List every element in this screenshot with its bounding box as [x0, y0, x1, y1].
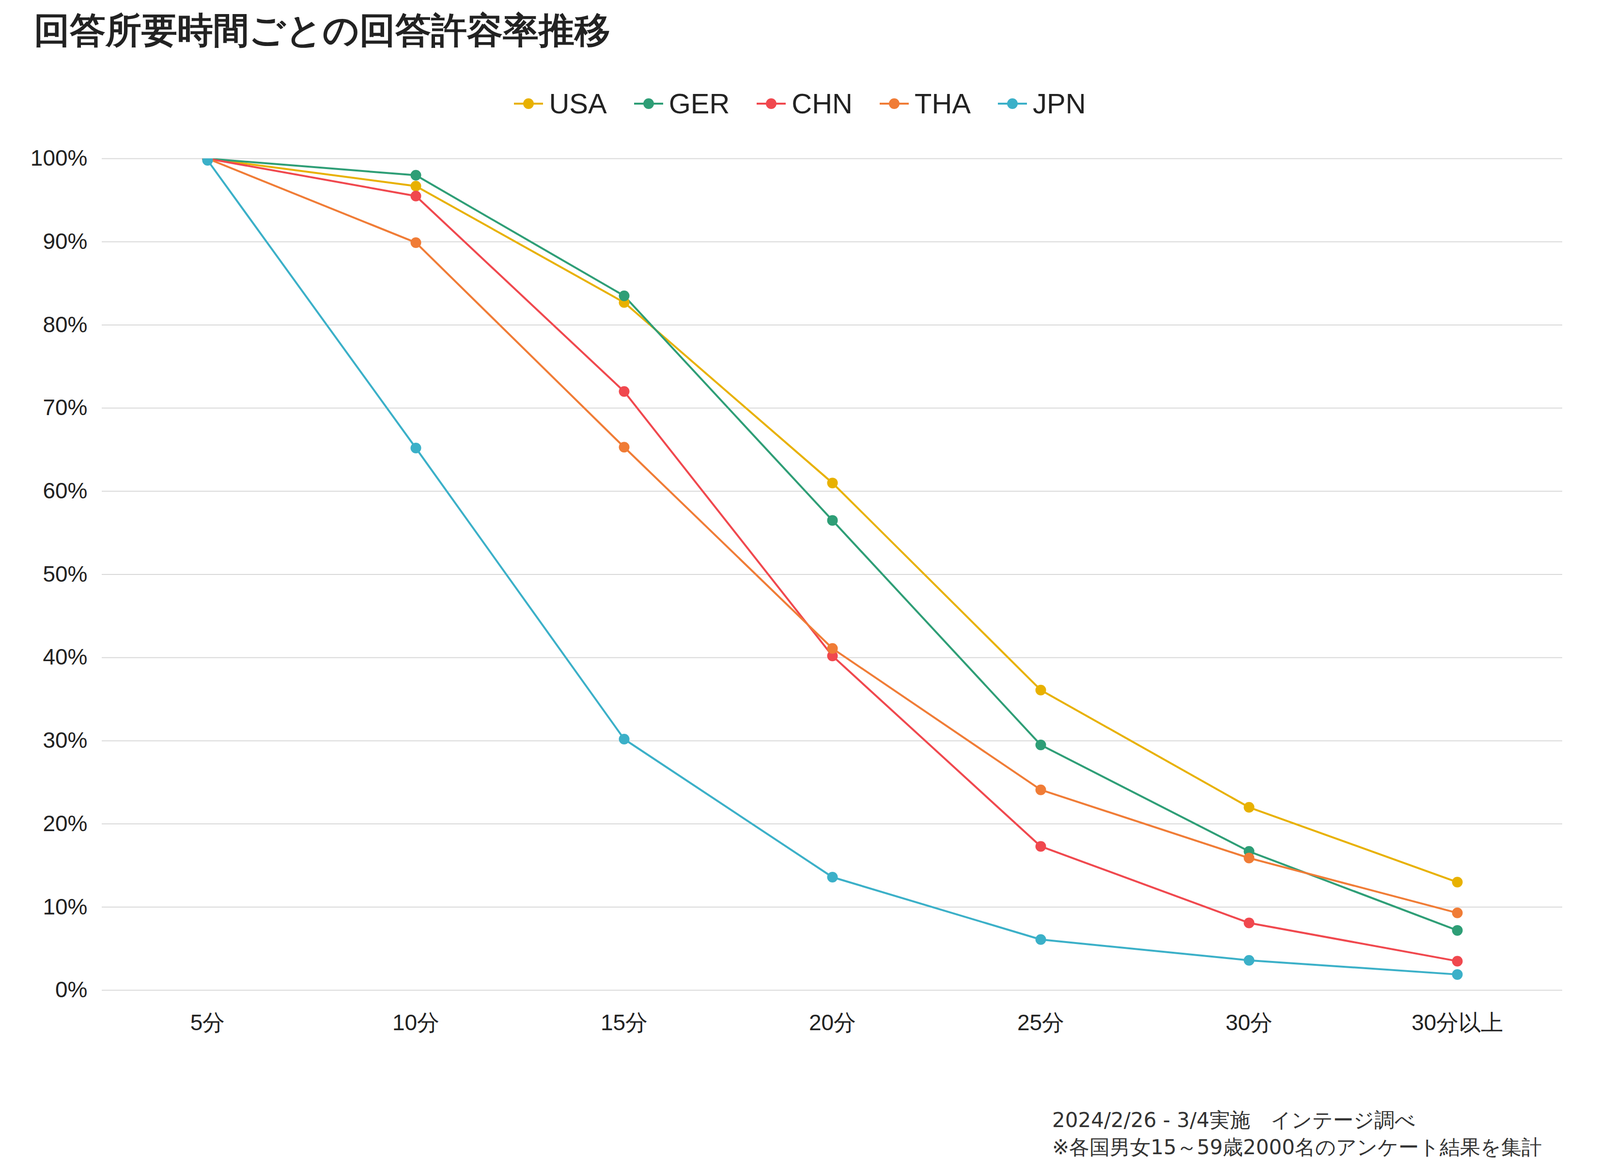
svg-text:60%: 60% [42, 478, 88, 504]
svg-text:90%: 90% [42, 228, 88, 254]
svg-text:0%: 0% [55, 977, 88, 1003]
svg-text:30%: 30% [42, 727, 88, 753]
svg-text:10%: 10% [42, 894, 88, 920]
html-text:JPN: JPN [1032, 87, 1086, 120]
svg-text:30分: 30分 [1225, 1009, 1273, 1036]
html-text:2024/2/26 - 3/4実施 インテージ調べ: 2024/2/26 - 3/4実施 インテージ調べ [1052, 1108, 1416, 1133]
svg-text:25分: 25分 [1017, 1009, 1065, 1036]
svg-text:5分: 5分 [190, 1009, 226, 1036]
svg-text:100%: 100% [30, 145, 88, 171]
svg-text:20分: 20分 [808, 1009, 856, 1036]
svg-text:15分: 15分 [600, 1009, 648, 1036]
svg-text:70%: 70% [42, 394, 88, 420]
svg-text:30分以上: 30分以上 [1411, 1009, 1504, 1036]
html-text:THA: THA [914, 87, 971, 120]
svg-text:10分: 10分 [392, 1009, 440, 1036]
svg-text:40%: 40% [42, 644, 88, 670]
html-text:回答所要時間ごとの回答許容率推移: 回答所要時間ごとの回答許容率推移 [33, 9, 611, 51]
html-text:CHN: CHN [791, 87, 853, 120]
html-text:GER: GER [668, 87, 730, 120]
svg-text:50%: 50% [42, 561, 88, 587]
html-text:USA: USA [549, 87, 607, 120]
html-text:※各国男女15～59歳2000名のアンケート結果を集計: ※各国男女15～59歳2000名のアンケート結果を集計 [1052, 1135, 1542, 1160]
svg-text:80%: 80% [42, 311, 88, 338]
svg-text:20%: 20% [42, 810, 88, 837]
